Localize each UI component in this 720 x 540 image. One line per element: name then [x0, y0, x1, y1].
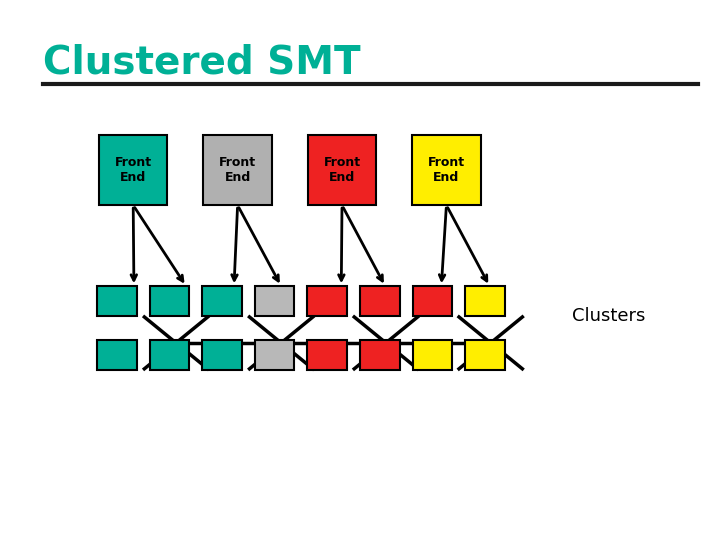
FancyBboxPatch shape	[97, 340, 137, 370]
Text: Front
End: Front End	[323, 156, 361, 184]
FancyBboxPatch shape	[412, 135, 481, 205]
FancyBboxPatch shape	[360, 286, 400, 316]
Text: Clustered SMT: Clustered SMT	[43, 43, 361, 81]
FancyBboxPatch shape	[150, 340, 189, 370]
FancyBboxPatch shape	[308, 135, 376, 205]
FancyBboxPatch shape	[465, 286, 505, 316]
FancyBboxPatch shape	[360, 340, 400, 370]
FancyBboxPatch shape	[204, 135, 272, 205]
FancyBboxPatch shape	[99, 135, 167, 205]
FancyBboxPatch shape	[413, 286, 452, 316]
FancyBboxPatch shape	[255, 340, 294, 370]
FancyBboxPatch shape	[413, 340, 452, 370]
FancyBboxPatch shape	[465, 340, 505, 370]
Text: Front
End: Front End	[219, 156, 256, 184]
FancyBboxPatch shape	[150, 286, 189, 316]
FancyBboxPatch shape	[202, 286, 242, 316]
FancyBboxPatch shape	[255, 286, 294, 316]
FancyBboxPatch shape	[97, 286, 137, 316]
FancyBboxPatch shape	[307, 286, 347, 316]
FancyBboxPatch shape	[307, 340, 347, 370]
Text: Front
End: Front End	[114, 156, 152, 184]
FancyBboxPatch shape	[202, 340, 242, 370]
Text: Clusters: Clusters	[572, 307, 646, 325]
Text: Front
End: Front End	[428, 156, 465, 184]
